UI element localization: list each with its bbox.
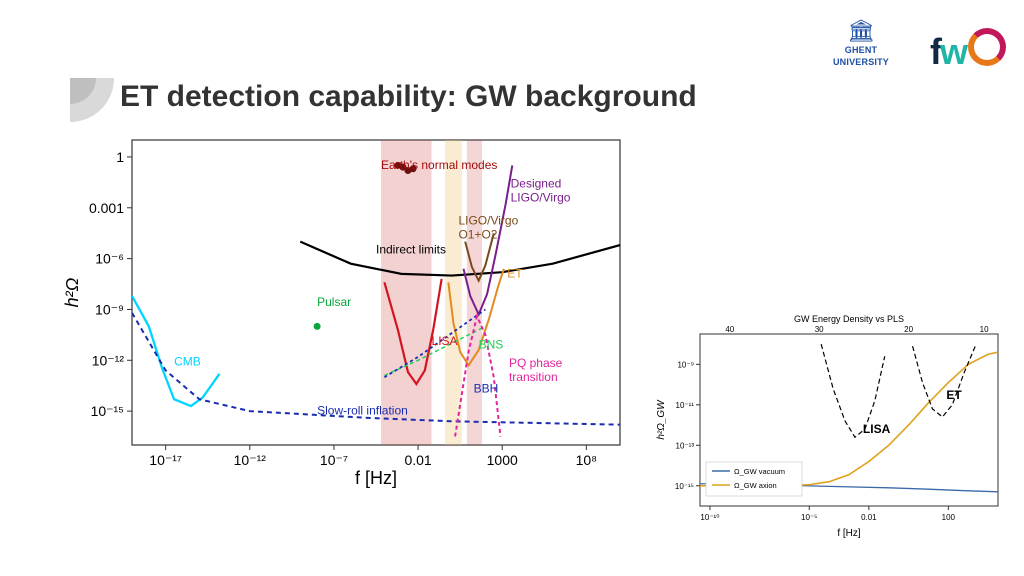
svg-text:10⁻⁹: 10⁻⁹ [677, 360, 694, 369]
svg-text:GW Energy Density vs PLS: GW Energy Density vs PLS [794, 314, 904, 324]
svg-text:20: 20 [904, 325, 913, 334]
svg-text:10⁻⁶: 10⁻⁶ [95, 251, 124, 267]
svg-text:Earth's normal modes: Earth's normal modes [381, 158, 497, 172]
main-sensitivity-chart: 10⁻¹⁷ 10⁻¹² 10⁻⁷ 0.01 1000 10⁸ 10⁻¹⁵ 10⁻¹² 10⁻⁹ 1… [60, 130, 630, 490]
fwo-logo: fw [930, 28, 1006, 73]
svg-text:10⁻¹⁵: 10⁻¹⁵ [675, 482, 694, 491]
svg-text:10⁻¹²: 10⁻¹² [234, 452, 267, 468]
svg-text:O1+O2: O1+O2 [458, 228, 497, 242]
svg-text:h²Ω: h²Ω [62, 277, 82, 307]
svg-text:0.01: 0.01 [861, 513, 877, 522]
svg-text:1: 1 [116, 149, 124, 165]
svg-text:0.01: 0.01 [404, 452, 431, 468]
ghent-name-2: UNIVERSITY [826, 57, 896, 67]
svg-text:Slow-roll inflation: Slow-roll inflation [317, 404, 408, 418]
svg-text:10⁻¹⁷: 10⁻¹⁷ [149, 452, 182, 468]
svg-text:10⁻¹²: 10⁻¹² [92, 352, 125, 368]
svg-text:Designed: Designed [511, 176, 562, 190]
svg-text:CMB: CMB [174, 354, 201, 368]
ghent-name-1: GHENT [826, 45, 896, 55]
ghent-building-icon: 🏛 [847, 20, 875, 42]
fwo-f: f [930, 31, 940, 72]
svg-text:10⁸: 10⁸ [576, 452, 598, 468]
svg-text:transition: transition [509, 370, 558, 384]
svg-text:Indirect limits: Indirect limits [376, 243, 446, 257]
svg-text:h²Ω_GW: h²Ω_GW [656, 399, 667, 440]
svg-text:10: 10 [980, 325, 989, 334]
svg-text:Pulsar: Pulsar [317, 295, 351, 309]
fwo-w: w [940, 31, 966, 72]
svg-text:Ω_GW axion: Ω_GW axion [734, 481, 777, 490]
svg-text:40: 40 [725, 325, 734, 334]
svg-text:f [Hz]: f [Hz] [355, 468, 397, 488]
svg-text:10⁻⁵: 10⁻⁵ [801, 513, 817, 522]
svg-text:10⁻¹¹: 10⁻¹¹ [676, 401, 695, 410]
svg-text:1000: 1000 [487, 452, 518, 468]
svg-text:10⁻¹⁵: 10⁻¹⁵ [91, 403, 124, 419]
svg-text:10⁻¹⁰: 10⁻¹⁰ [700, 513, 719, 522]
svg-text:LIGO/Virgo: LIGO/Virgo [511, 190, 571, 204]
corner-decoration [70, 78, 114, 122]
svg-text:LIGO/Virgo: LIGO/Virgo [458, 214, 518, 228]
svg-text:BBH: BBH [474, 381, 499, 395]
fwo-o [968, 28, 1006, 66]
ghent-logo: 🏛 GHENT UNIVERSITY [826, 20, 896, 67]
svg-text:10⁻¹³: 10⁻¹³ [676, 441, 695, 450]
mini-pls-chart: GW Energy Density vs PLS 40 30 20 10 10⁻¹⁰ 10⁻… [650, 310, 1010, 540]
svg-text:ET: ET [946, 388, 962, 402]
svg-text:100: 100 [942, 513, 956, 522]
svg-text:f [Hz]: f [Hz] [837, 528, 861, 539]
page-title: ET detection capability: GW background [120, 80, 697, 114]
svg-text:Ω_GW vacuum: Ω_GW vacuum [734, 467, 785, 476]
svg-text:10⁻⁷: 10⁻⁷ [320, 452, 348, 468]
svg-text:PQ phase: PQ phase [509, 356, 563, 370]
svg-text:LISA: LISA [432, 334, 458, 348]
svg-text:LISA: LISA [863, 422, 891, 436]
svg-text:0.001: 0.001 [89, 200, 124, 216]
svg-text:30: 30 [815, 325, 824, 334]
svg-text:10⁻⁹: 10⁻⁹ [95, 301, 124, 317]
svg-text:ET: ET [507, 266, 523, 280]
svg-text:BNS: BNS [479, 337, 504, 351]
